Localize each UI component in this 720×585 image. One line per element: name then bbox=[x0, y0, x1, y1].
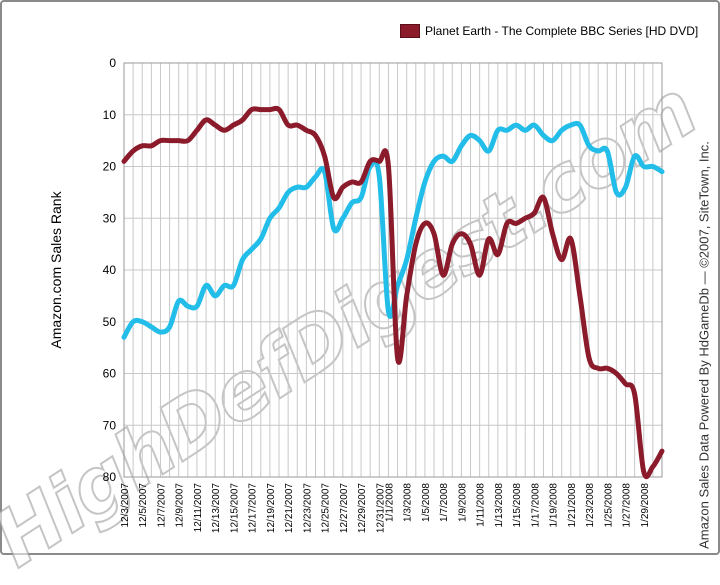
x-tick-label: 1/27/2008 bbox=[622, 483, 633, 528]
y-tick-label: 60 bbox=[103, 367, 117, 381]
x-tick-label: 1/13/2008 bbox=[494, 483, 505, 528]
y-tick-label: 50 bbox=[103, 315, 117, 329]
y-tick-label: 40 bbox=[103, 263, 117, 277]
x-tick-label: 12/7/2007 bbox=[156, 483, 167, 528]
x-tick-label: 1/11/2008 bbox=[476, 483, 487, 527]
x-tick-label: 1/3/2008 bbox=[403, 483, 414, 522]
x-tick-label: 1/25/2008 bbox=[603, 483, 614, 528]
y-tick-label: 0 bbox=[109, 56, 116, 70]
x-tick-label: 12/15/2007 bbox=[229, 483, 240, 533]
legend-swatch-planet-earth bbox=[400, 24, 420, 38]
y-tick-label: 70 bbox=[103, 418, 117, 432]
x-tick-label: 1/21/2008 bbox=[567, 483, 578, 528]
x-tick-label: 12/25/2007 bbox=[321, 483, 332, 533]
chart-frame bbox=[0, 0, 720, 555]
x-tick-label: 1/29/2008 bbox=[640, 483, 651, 528]
x-tick-label: 12/11/2007 bbox=[193, 483, 204, 533]
x-tick-label: 12/29/2007 bbox=[357, 483, 368, 533]
x-tick-label: 12/27/2007 bbox=[339, 483, 350, 533]
x-tick-label: 1/1/2008 bbox=[384, 483, 395, 522]
x-tick-label: 1/17/2008 bbox=[530, 483, 541, 528]
x-tick-label: 12/23/2007 bbox=[302, 483, 313, 533]
x-tick-label: 12/3/2007 bbox=[120, 483, 131, 528]
y-tick-label: 30 bbox=[103, 211, 117, 225]
legend-label: Planet Earth - The Complete BBC Series [… bbox=[425, 24, 699, 38]
x-tick-label: 1/19/2008 bbox=[549, 483, 560, 528]
x-tick-label: 1/15/2008 bbox=[512, 483, 523, 528]
series-line-planet-earth bbox=[121, 105, 665, 480]
plot-border bbox=[123, 62, 663, 478]
x-tick-label: 12/21/2007 bbox=[284, 483, 295, 533]
x-tick-label: 1/9/2008 bbox=[457, 483, 468, 522]
x-tick-label: 12/17/2007 bbox=[248, 483, 259, 533]
x-tick-label: 1/5/2008 bbox=[421, 483, 432, 522]
y-tick-label: 10 bbox=[103, 108, 117, 122]
credit-text: Amazon Sales Data Powered By HdGameDb — … bbox=[696, 141, 712, 549]
x-tick-label: 12/31/2007 bbox=[375, 483, 386, 533]
x-tick-label: 1/23/2008 bbox=[585, 483, 596, 528]
x-tick-label: 1/7/2008 bbox=[439, 483, 450, 522]
x-tick-label: 12/13/2007 bbox=[211, 483, 222, 533]
x-tick-label: 12/5/2007 bbox=[138, 483, 149, 528]
y-tick-label: 20 bbox=[103, 160, 117, 174]
y-tick-label: 80 bbox=[103, 470, 117, 484]
x-tick-label: 12/19/2007 bbox=[266, 483, 277, 533]
series-line-blue bbox=[121, 120, 665, 340]
legend: Planet Earth - The Complete BBC Series [… bbox=[400, 22, 698, 40]
x-tick-label: 12/9/2007 bbox=[175, 483, 186, 528]
y-axis-label: Amazon.com Sales Rank bbox=[48, 191, 64, 349]
